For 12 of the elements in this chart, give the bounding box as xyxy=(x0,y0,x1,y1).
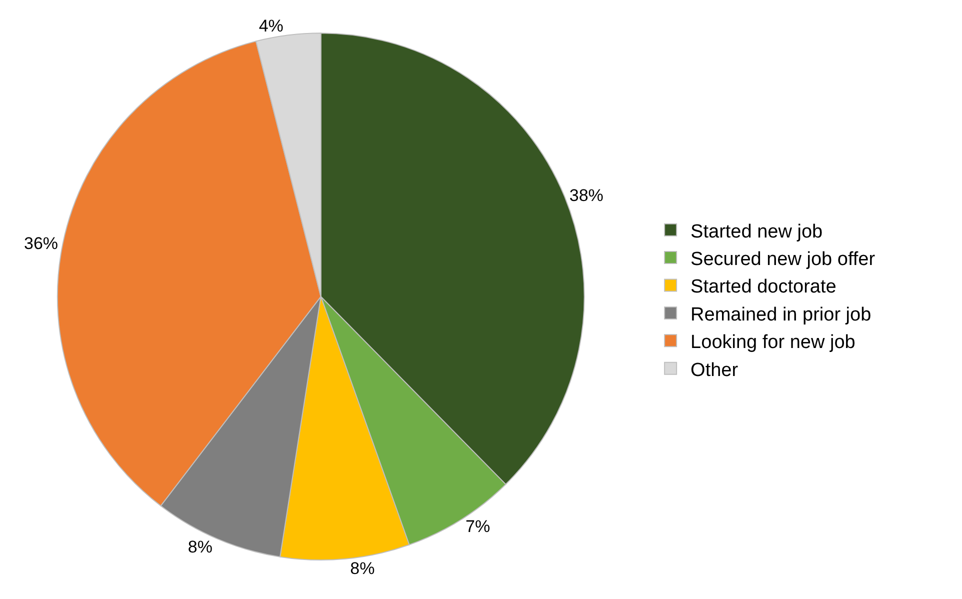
legend-label: Remained in prior job xyxy=(690,304,872,326)
legend-label: Looking for new job xyxy=(690,332,856,354)
data-label: 8% xyxy=(350,558,375,578)
legend-label: Started new job xyxy=(690,221,823,242)
data-label: 8% xyxy=(188,537,212,556)
data-label: 36% xyxy=(24,234,58,253)
data-label: 7% xyxy=(466,517,490,536)
legend-label: Secured new job offer xyxy=(690,248,876,270)
data-label: 4% xyxy=(258,16,284,36)
legend-label: Other xyxy=(690,360,739,381)
data-label: 38% xyxy=(569,186,604,205)
legend-label: Started doctorate xyxy=(690,276,836,298)
